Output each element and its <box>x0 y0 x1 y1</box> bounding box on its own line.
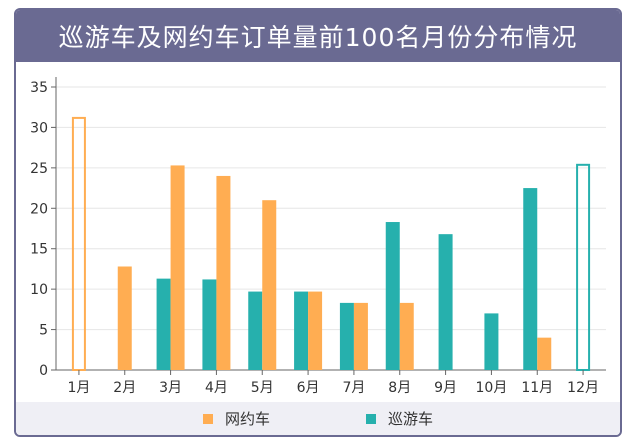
bar <box>537 337 552 370</box>
bar <box>170 165 185 370</box>
bar-outline <box>576 163 591 371</box>
x-tick-label: 2月 <box>113 380 136 396</box>
bar-chart: 0 5 10 15 20 25 30 35 1月 2月 3月 4月 5月 6月 7月 8月 9月 10月 11月 12… <box>30 77 606 396</box>
legend-label-wangyueche: 网约车 <box>224 410 270 428</box>
bar <box>262 200 277 370</box>
legend-swatch-wangyueche <box>202 413 213 424</box>
bar <box>438 234 453 370</box>
bar-outline <box>71 116 86 371</box>
bar <box>202 279 217 370</box>
bar <box>308 291 323 370</box>
x-tick-label: 11月 <box>521 380 553 396</box>
legend: 网约车 巡游车 <box>16 402 620 435</box>
legend-item-wangyueche[interactable]: 网约车 <box>202 408 270 429</box>
x-tick-label: 1月 <box>67 380 90 396</box>
bar <box>216 175 231 370</box>
bar <box>353 302 368 370</box>
y-tick-label: 35 <box>30 80 48 96</box>
x-tick-label: 3月 <box>159 380 182 396</box>
x-tick-label: 7月 <box>342 380 365 396</box>
x-tick-label: 8月 <box>388 380 411 396</box>
bar <box>399 302 414 370</box>
y-tick-label: 25 <box>30 161 48 177</box>
y-tick-label: 5 <box>39 323 48 339</box>
bar <box>523 188 538 370</box>
x-tick-label: 12月 <box>567 380 599 396</box>
bar <box>248 291 263 370</box>
bar <box>294 291 309 370</box>
x-tick-label: 9月 <box>434 380 457 396</box>
chart-frame: 巡游车及网约车订单量前100名月份分布情况 0 5 10 15 20 25 30 35 1月 2月… <box>14 8 622 437</box>
bar <box>385 222 400 370</box>
legend-label-xunyouche: 巡游车 <box>388 410 434 428</box>
y-tick-label: 10 <box>30 282 48 298</box>
x-tick-label: 5月 <box>251 380 274 396</box>
x-tick-label: 6月 <box>297 380 320 396</box>
bar <box>339 302 354 370</box>
y-tick-label: 15 <box>30 242 48 258</box>
bar <box>117 266 132 370</box>
plot-area: 0 5 10 15 20 25 30 35 1月 2月 3月 4月 5月 6月 7月 8月 9月 10月 11月 12… <box>16 62 620 402</box>
y-tick-label: 30 <box>30 120 48 136</box>
y-tick-label: 20 <box>30 201 48 217</box>
legend-item-xunyouche[interactable]: 巡游车 <box>366 408 433 429</box>
legend-swatch-xunyouche <box>366 413 376 424</box>
bar <box>484 313 499 370</box>
chart-title: 巡游车及网约车订单量前100名月份分布情况 <box>16 10 620 62</box>
y-tick-label: 0 <box>39 363 48 379</box>
x-tick-label: 4月 <box>205 380 228 396</box>
bar <box>156 278 171 370</box>
x-tick-label: 10月 <box>476 380 508 396</box>
